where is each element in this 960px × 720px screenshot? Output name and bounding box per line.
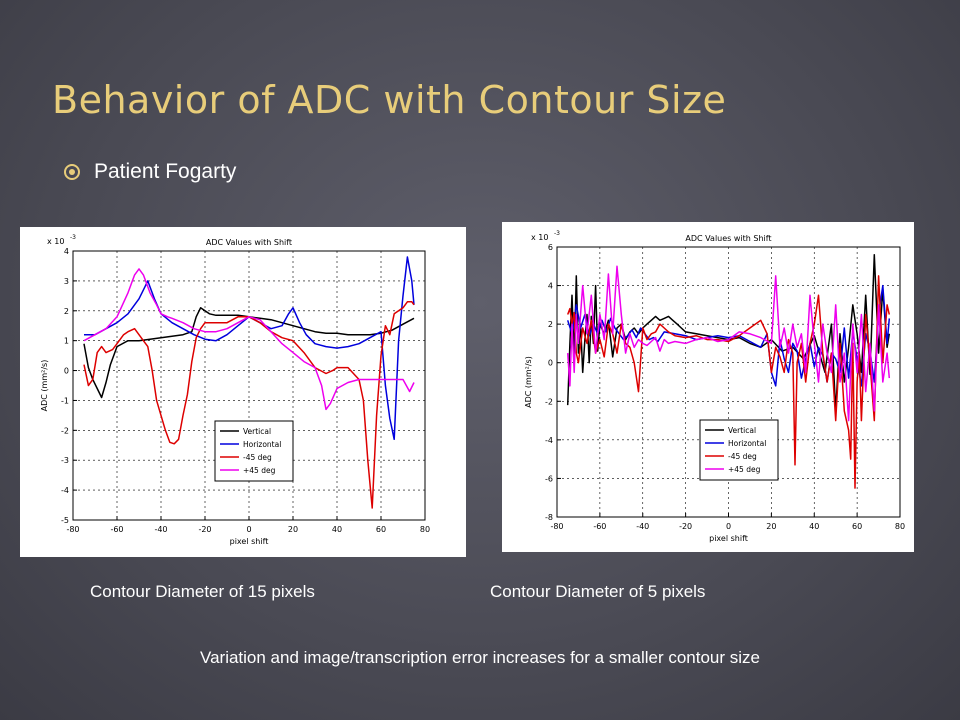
chart0-y-tick-label: -2	[61, 426, 69, 435]
chart0-x-tick-label: -80	[66, 525, 79, 534]
chart1-x-axis-label: pixel shift	[709, 534, 748, 543]
circle-dot-icon	[64, 164, 80, 180]
chart0-x-tick-label: -40	[154, 525, 167, 534]
chart1-x-tick-label: 80	[895, 522, 905, 531]
chart1-x-tick-label: 40	[809, 522, 819, 531]
chart0-chart-title: ADC Values with Shift	[206, 238, 292, 247]
chart1-x-tick-label: -80	[550, 522, 563, 531]
slide-title: Behavior of ADC with Contour Size	[52, 78, 727, 122]
chart1-series-line-0	[566, 253, 891, 412]
footnote: Variation and image/transcription error …	[200, 648, 760, 667]
chart1-x-tick-label: 20	[766, 522, 776, 531]
chart0-y-tick-label: 1	[64, 337, 69, 346]
chart0-series-line-2	[83, 301, 415, 509]
chart0-y-tick-label: -4	[61, 486, 69, 495]
chart0-y-exponent-label: x 10	[47, 237, 64, 246]
chart0-x-tick-label: 80	[420, 525, 430, 534]
chart0-series-line-0	[83, 307, 415, 399]
chart1-legend-label-0: Vertical	[728, 426, 756, 435]
chart1-y-axis-label: ADC (mm²/s)	[524, 356, 533, 408]
chart1-legend-label-2: -45 deg	[728, 452, 757, 461]
bullet-item: Patient Fogarty	[62, 160, 236, 184]
chart1-x-tick-label: -40	[636, 522, 649, 531]
chart0-legend-label-0: Vertical	[243, 427, 271, 436]
chart1-y-tick-label: 4	[548, 282, 553, 291]
chart0-x-tick-label: 60	[376, 525, 386, 534]
chart1-x-tick-label: -60	[593, 522, 606, 531]
chart0-y-tick-label: -1	[61, 396, 69, 405]
chart0-y-tick-label: 3	[64, 277, 69, 286]
chart1-y-tick-label: 2	[548, 320, 553, 329]
chart0-y-tick-label: -5	[61, 516, 69, 525]
chart0-x-tick-label: 0	[246, 525, 251, 534]
caption-right: Contour Diameter of 5 pixels	[490, 582, 706, 601]
chart-left: -80 -60 -40 -20 0 20 40 60 80 4 3 2 1 0 -1 -2 -3 -4 -5 x 10…	[40, 234, 430, 546]
chart1-x-tick-label: -20	[679, 522, 692, 531]
chart0-x-tick-label: 40	[332, 525, 342, 534]
chart1-y-tick-label: -8	[545, 513, 553, 522]
chart0-y-axis-label: ADC (mm²/s)	[40, 360, 49, 412]
chart0-x-axis-label: pixel shift	[230, 537, 269, 546]
chart1-y-tick-label: 0	[548, 359, 553, 368]
chart1-y-tick-label: 6	[548, 243, 553, 252]
chart1-legend-label-3: +45 deg	[728, 465, 761, 474]
chart1-chart-title: ADC Values with Shift	[685, 234, 771, 243]
caption-left: Contour Diameter of 15 pixels	[90, 582, 315, 601]
chart0-legend-label-2: -45 deg	[243, 453, 272, 462]
chart1-y-exponent-label: x 10	[531, 233, 548, 242]
chart0-x-tick-label: -60	[110, 525, 123, 534]
chart1-series-line-2	[566, 275, 891, 489]
chart0-legend-label-1: Horizontal	[243, 440, 281, 449]
chart1-y-tick-label: -2	[545, 397, 553, 406]
chart1-y-tick-label: -6	[545, 474, 553, 483]
chart0-legend-label-3: +45 deg	[243, 466, 276, 475]
chart0-y-exponent-power: -3	[70, 234, 76, 241]
chart0-y-tick-label: 2	[64, 307, 69, 316]
chart1-legend-label-1: Horizontal	[728, 439, 766, 448]
chart1-x-tick-label: 0	[726, 522, 731, 531]
chart0-y-tick-label: -3	[61, 456, 69, 465]
chart1-x-tick-label: 60	[852, 522, 862, 531]
chart0-x-tick-label: 20	[288, 525, 298, 534]
chart0-y-tick-label: 0	[64, 367, 69, 376]
chart-panel-right: -80 -60 -40 -20 0 20 40 60 80 6 4 2 0 -2 -4 -6 -8 x 10 -3 A…	[502, 222, 914, 552]
chart0-series-line-3	[83, 268, 415, 411]
chart0-y-tick-label: 4	[64, 247, 69, 256]
chart1-series-line-3	[566, 265, 891, 422]
chart0-x-tick-label: -20	[198, 525, 211, 534]
chart1-y-exponent-power: -3	[554, 230, 560, 237]
chart-panel-left: -80 -60 -40 -20 0 20 40 60 80 4 3 2 1 0 -1 -2 -3 -4 -5 x 10…	[20, 227, 466, 557]
chart1-y-tick-label: -4	[545, 436, 553, 445]
bullet-text: Patient Fogarty	[94, 160, 237, 183]
